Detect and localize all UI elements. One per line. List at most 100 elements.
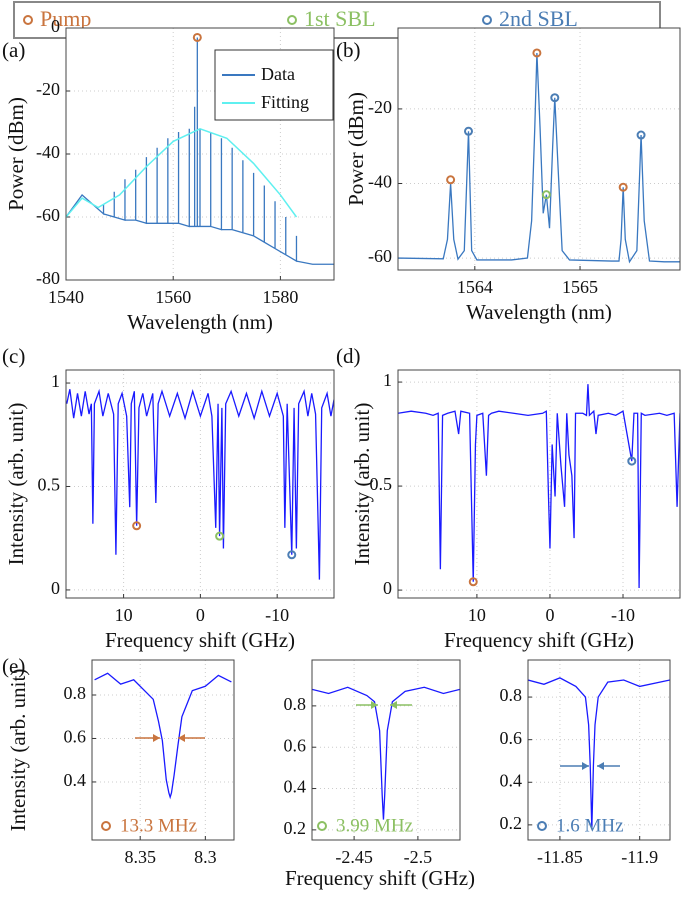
y-axis-label: Intensity (arb. unit) xyxy=(4,403,28,566)
point-marker xyxy=(468,577,478,587)
x-tick-label: 1564 xyxy=(457,277,493,297)
point-marker xyxy=(627,456,637,466)
y-tick-label: -80 xyxy=(36,268,60,288)
x-axis-label: Wavelength (nm) xyxy=(466,300,612,324)
arrow-head xyxy=(582,762,589,770)
x-axis-label: Frequency shift (GHz) xyxy=(285,866,475,890)
y-tick-label: 0.8 xyxy=(64,683,87,703)
annotation: 3.99 MHz xyxy=(336,815,413,836)
x-tick-label: 8.35 xyxy=(124,847,156,867)
x-tick-label: 0 xyxy=(545,605,554,625)
panel-label: (c) xyxy=(2,344,25,368)
legend-box xyxy=(214,49,334,121)
point-marker xyxy=(532,48,542,58)
plot-frame xyxy=(397,27,681,271)
point-marker xyxy=(636,130,646,140)
y-tick-label: 1 xyxy=(51,371,60,391)
arrow-head xyxy=(597,762,604,770)
point-marker xyxy=(446,175,456,185)
y-axis-label: Power (dBm) xyxy=(344,92,368,206)
x-tick-label: -11.9 xyxy=(621,847,658,867)
y-tick-label: -60 xyxy=(36,205,60,225)
data-line xyxy=(94,672,232,800)
y-tick-label: 0 xyxy=(51,578,60,598)
y-tick-label: 0 xyxy=(383,578,392,598)
data-line xyxy=(528,677,670,830)
y-tick-label: 0.6 xyxy=(64,727,87,747)
x-tick-label: 1565 xyxy=(562,277,598,297)
panel-label: (d) xyxy=(336,344,361,368)
y-tick-label: 0.5 xyxy=(370,474,393,494)
plot-area xyxy=(398,370,680,598)
x-tick-label: -2.45 xyxy=(335,847,373,867)
x-tick-label: 8.3 xyxy=(194,847,217,867)
arrow-head xyxy=(371,701,378,709)
y-tick-label: 0 xyxy=(51,16,60,36)
y-axis-label: Intensity (arb. unit) xyxy=(6,669,30,832)
y-tick-label: -40 xyxy=(368,172,392,192)
y-tick-label: 1 xyxy=(383,370,392,390)
point-marker xyxy=(215,531,225,541)
y-tick-label: -40 xyxy=(36,142,60,162)
x-tick-label: -11.85 xyxy=(537,847,583,867)
panel-label: (a) xyxy=(2,38,25,62)
plot-area xyxy=(398,28,680,270)
y-tick-label: 0.8 xyxy=(500,685,523,705)
plot-frame xyxy=(65,27,335,281)
y-tick-label: 0.6 xyxy=(500,728,523,748)
plot-frame xyxy=(527,659,671,841)
y-tick-label: -20 xyxy=(36,79,60,99)
x-tick-label: 1540 xyxy=(48,287,84,307)
x-tick-label: 1560 xyxy=(155,287,191,307)
panel-label: (b) xyxy=(336,38,361,62)
data-line xyxy=(398,52,680,264)
annotation: 1.6 MHz xyxy=(556,815,624,836)
panel-label: (e) xyxy=(2,654,25,678)
y-tick-label: 0.2 xyxy=(500,813,523,833)
legend-label: 2nd SBL xyxy=(499,6,578,31)
x-tick-label: 10 xyxy=(468,605,486,625)
point-marker xyxy=(192,32,202,42)
y-tick-label: -60 xyxy=(368,246,392,266)
point-marker xyxy=(550,93,560,103)
y-tick-label: 0.4 xyxy=(500,770,523,790)
plot-frame xyxy=(65,369,335,599)
plot-frame xyxy=(311,659,461,841)
y-tick-label: 0.5 xyxy=(38,475,61,495)
y-tick-label: 0.4 xyxy=(284,777,307,797)
x-tick-label: 10 xyxy=(115,605,133,625)
data-line xyxy=(66,37,334,265)
legend-marker xyxy=(23,15,33,25)
arrow-head xyxy=(178,734,185,742)
x-axis-label: Wavelength (nm) xyxy=(127,310,273,334)
data-line xyxy=(398,384,680,589)
point-marker xyxy=(541,190,551,200)
arrow-head xyxy=(153,734,160,742)
legend-label: Pump xyxy=(40,6,91,31)
plot-frame xyxy=(397,369,681,599)
x-tick-label: -2.5 xyxy=(404,847,433,867)
x-tick-label: -10 xyxy=(611,605,635,625)
data-line xyxy=(312,686,460,820)
x-tick-label: 0 xyxy=(196,605,205,625)
data-line xyxy=(66,388,334,580)
legend-marker xyxy=(287,15,297,25)
arrow-head xyxy=(390,701,397,709)
legend-marker xyxy=(482,15,492,25)
annotation-marker xyxy=(317,821,327,831)
y-tick-label: -20 xyxy=(368,97,392,117)
x-axis-label: Frequency shift (GHz) xyxy=(444,628,634,652)
point-marker xyxy=(287,550,297,560)
x-axis-label: Frequency shift (GHz) xyxy=(105,628,295,652)
annotation-marker xyxy=(101,821,111,831)
y-tick-label: 0.6 xyxy=(284,735,307,755)
x-tick-label: -10 xyxy=(265,605,289,625)
point-marker xyxy=(132,521,142,531)
x-tick-label: 1580 xyxy=(262,287,298,307)
legend-label: 1st SBL xyxy=(304,6,376,31)
data-line xyxy=(66,127,298,218)
y-axis-label: Intensity (arb. unit) xyxy=(350,403,374,566)
plot-area xyxy=(528,660,670,840)
y-tick-label: 0.8 xyxy=(284,694,307,714)
